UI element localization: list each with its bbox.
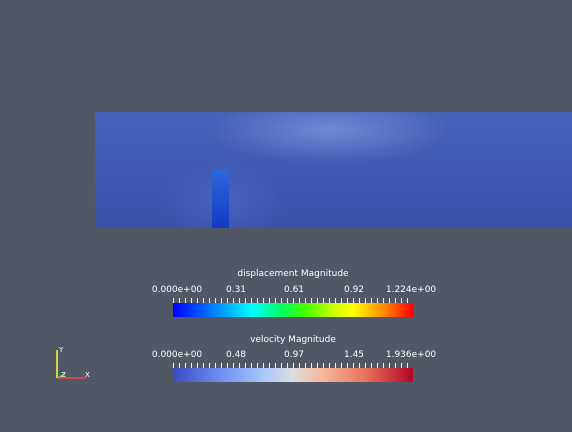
velocity-tick-marks xyxy=(173,363,413,369)
velocity-tick-2: 0.97 xyxy=(283,350,305,360)
velocity-tick-3: 1.45 xyxy=(343,350,365,360)
displacement-tick-marks xyxy=(173,298,413,304)
axis-z-label: Z xyxy=(61,371,66,379)
displacement-tick-2: 0.61 xyxy=(283,285,305,295)
elastic-flap xyxy=(212,170,229,228)
orientation-axes-icon xyxy=(56,350,86,379)
displacement-legend-title: displacement Magnitude xyxy=(237,269,349,279)
displacement-tick-1: 0.31 xyxy=(225,285,247,295)
displacement-tick-3: 0.92 xyxy=(343,285,365,295)
velocity-tick-1: 0.48 xyxy=(225,350,247,360)
velocity-tick-0: 0.000e+00 xyxy=(151,350,203,360)
displacement-colorbar xyxy=(173,303,413,317)
velocity-legend-title: velocity Magnitude xyxy=(250,335,336,345)
axis-y-label: Y xyxy=(59,346,64,354)
displacement-tick-4: 1.224e+00 xyxy=(385,285,437,295)
displacement-tick-0: 0.000e+00 xyxy=(151,285,203,295)
axis-x-label: X xyxy=(85,371,90,379)
fluid-domain xyxy=(95,112,572,228)
velocity-colorbar xyxy=(173,368,413,382)
velocity-tick-4: 1.936e+00 xyxy=(385,350,437,360)
